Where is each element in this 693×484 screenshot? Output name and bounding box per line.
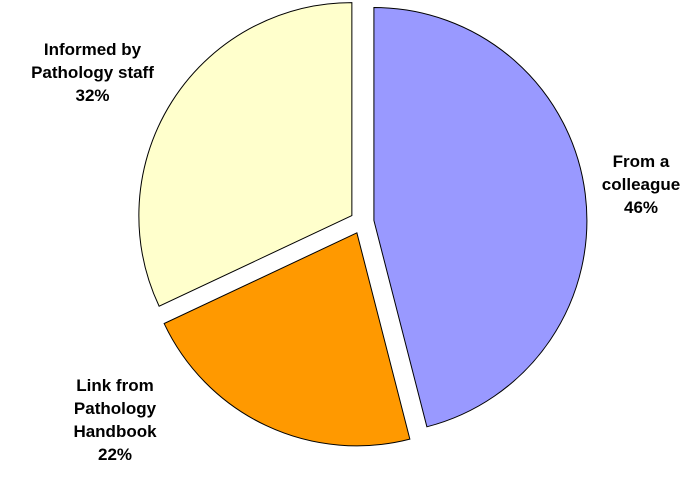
slice-label-colleague-line-1: From a bbox=[612, 152, 670, 171]
slice-staff bbox=[138, 2, 353, 307]
slice-label-handbook-line-2: Pathology bbox=[73, 399, 157, 418]
slice-colleague bbox=[373, 6, 588, 428]
slice-label-staff-line-2: Pathology staff bbox=[31, 63, 154, 82]
slice-label-colleague-percent: 46% bbox=[623, 198, 659, 217]
slice-label-staff: Informed by Pathology staff 32% bbox=[0, 38, 185, 107]
slice-label-handbook: Link from Pathology Handbook 22% bbox=[40, 374, 190, 466]
slice-label-handbook-line-3: Handbook bbox=[73, 422, 157, 441]
slice-label-handbook-percent: 22% bbox=[97, 445, 133, 464]
slice-handbook bbox=[163, 232, 411, 447]
slice-label-colleague-line-2: colleague bbox=[601, 175, 681, 194]
slice-label-handbook-line-1: Link from bbox=[76, 376, 154, 395]
slice-label-colleague: From a colleague 46% bbox=[586, 150, 693, 219]
slice-label-staff-line-1: Informed by bbox=[43, 40, 142, 59]
slice-label-staff-percent: 32% bbox=[75, 86, 110, 105]
